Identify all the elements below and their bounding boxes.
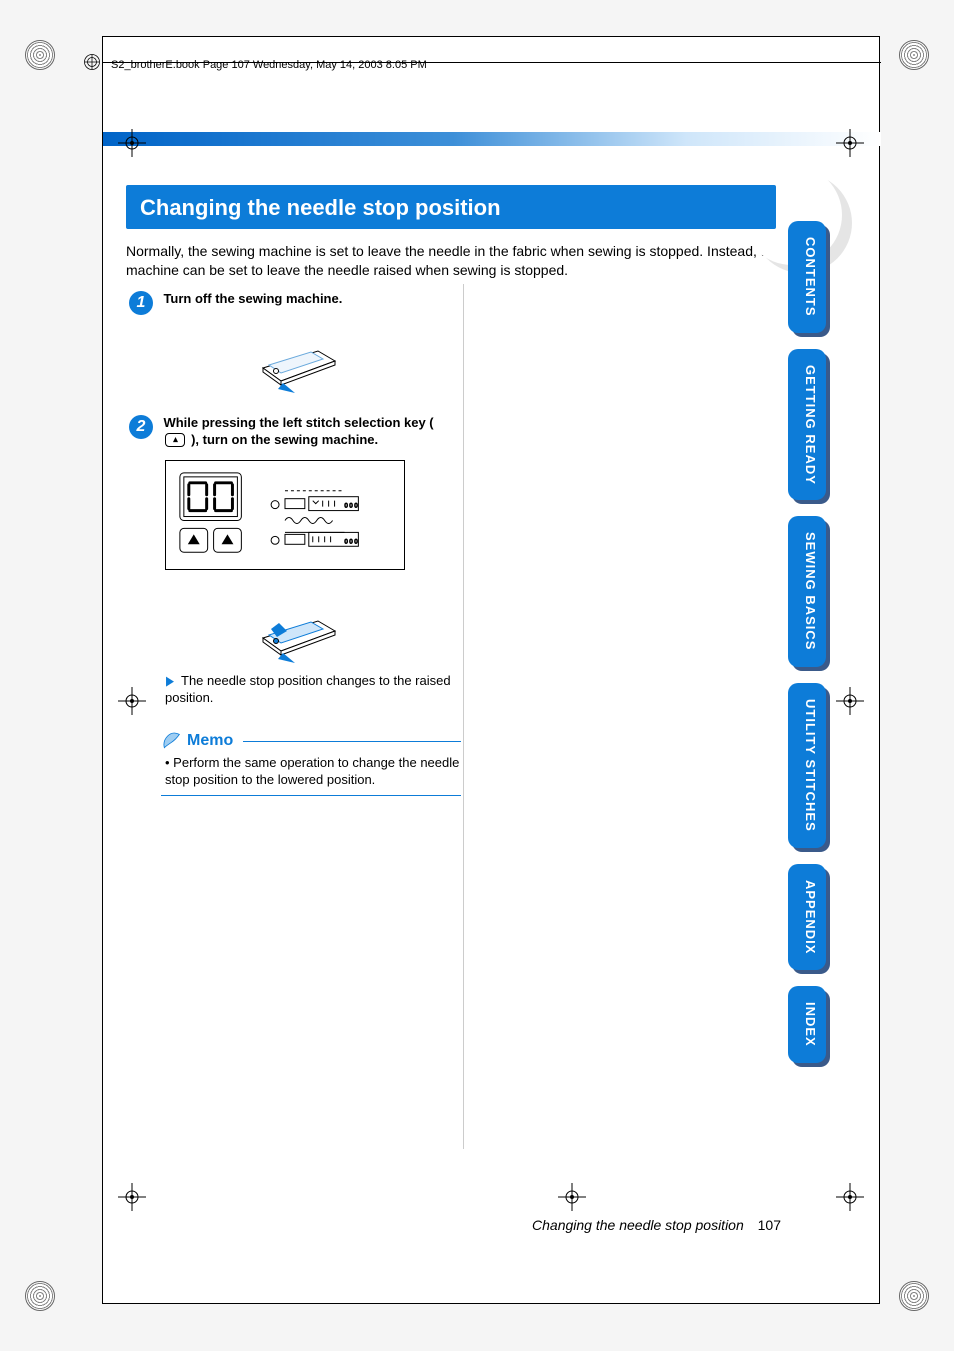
side-tabs: CONTENTS GETTING READY SEWING BASICS UTI… <box>788 221 826 1063</box>
step-result: ▶The needle stop position changes to the… <box>165 673 455 707</box>
print-registration-orb <box>899 40 929 70</box>
step-2-text-pre: While pressing the left stitch selection… <box>163 415 433 430</box>
tab-contents[interactable]: CONTENTS <box>788 221 826 333</box>
crop-mark-icon <box>836 687 864 715</box>
memo-bottom-rule <box>161 795 461 796</box>
page: S2_brotherE.book Page 107 Wednesday, May… <box>102 36 880 1304</box>
crop-mark-icon <box>558 1183 586 1211</box>
print-registration-orb <box>899 1281 929 1311</box>
print-header-text: S2_brotherE.book Page 107 Wednesday, May… <box>111 59 427 71</box>
memo-title: Memo <box>187 732 233 750</box>
footer-section-title: Changing the needle stop position <box>532 1217 744 1233</box>
intro-paragraph: Normally, the sewing machine is set to l… <box>126 242 786 280</box>
crop-mark-icon <box>118 1183 146 1211</box>
page-header-bar <box>103 132 881 146</box>
tab-appendix[interactable]: APPENDIX <box>788 864 826 970</box>
crop-mark-icon <box>118 129 146 157</box>
step-number-badge: 2 <box>129 415 153 439</box>
section-title: Changing the needle stop position <box>126 185 776 229</box>
memo-header: Memo <box>161 731 461 751</box>
memo-box: Memo • Perform the same operation to cha… <box>161 731 461 796</box>
step-number-badge: 1 <box>129 291 153 315</box>
crop-mark-icon <box>836 1183 864 1211</box>
tab-getting-ready[interactable]: GETTING READY <box>788 349 826 501</box>
step-2-text-post: ), turn on the sewing machine. <box>187 432 378 447</box>
step-1: 1 Turn off the sewing machine. <box>129 291 459 315</box>
footer-page-number: 107 <box>758 1217 781 1233</box>
step-2: 2 While pressing the left stitch selecti… <box>129 415 459 449</box>
tab-utility-stitches[interactable]: UTILITY STITCHES <box>788 683 826 848</box>
result-arrow-icon: ▶ <box>166 673 174 690</box>
svg-text:0 0 0: 0 0 0 <box>344 539 358 545</box>
illustration-machine-on <box>253 593 343 663</box>
memo-icon <box>161 731 181 751</box>
page-footer: Changing the needle stop position 107 <box>103 1217 881 1233</box>
column-divider <box>463 284 464 1149</box>
memo-body: • Perform the same operation to change t… <box>161 751 461 795</box>
step-1-text: Turn off the sewing machine. <box>163 291 453 308</box>
crop-mark-icon <box>836 129 864 157</box>
tab-sewing-basics[interactable]: SEWING BASICS <box>788 516 826 666</box>
svg-text:0 0 0: 0 0 0 <box>344 504 358 510</box>
print-header-spiral-icon <box>83 53 101 71</box>
stitch-key-icon: ▴ <box>165 433 185 447</box>
crop-mark-icon <box>118 687 146 715</box>
tab-index[interactable]: INDEX <box>788 986 826 1063</box>
step-2-text: While pressing the left stitch selection… <box>163 415 453 449</box>
print-registration-orb <box>25 40 55 70</box>
illustration-machine-off <box>253 323 343 393</box>
print-registration-orb <box>25 1281 55 1311</box>
memo-rule <box>243 741 461 742</box>
illustration-control-panel: 0 0 0 0 0 0 <box>165 460 405 570</box>
result-text: The needle stop position changes to the … <box>165 673 451 705</box>
memo-body-text: Perform the same operation to change the… <box>165 755 459 787</box>
